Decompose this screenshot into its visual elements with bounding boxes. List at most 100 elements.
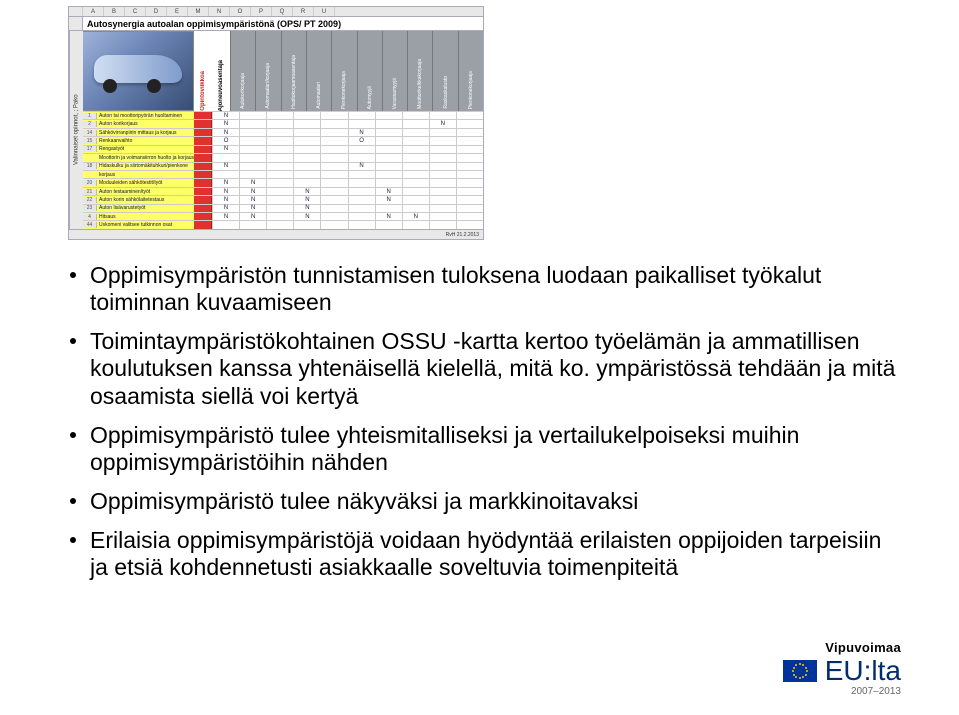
task-row-text: Auton korin sähkölaitetestaus [97, 197, 194, 203]
grid-cell [266, 179, 293, 186]
grid-cell [239, 171, 266, 178]
grid-cell [402, 163, 429, 170]
col-letter: A [83, 7, 104, 16]
grid-red-cell [194, 188, 212, 195]
task-row: 14Sähkövirranpiirin mittaus ja korjaus [83, 128, 194, 136]
spreadsheet-title-row: Autosynergia autoalan oppimisympäristönä… [69, 17, 483, 31]
grid-cell [320, 146, 347, 153]
grid-cell [266, 221, 293, 228]
task-row-text: Auton lisävarustetyöt [97, 205, 194, 211]
spreadsheet-title: Autosynergia autoalan oppimisympäristönä… [83, 17, 483, 30]
grid-cell [456, 205, 483, 212]
grid-cell [375, 163, 402, 170]
task-row: 44Uskomeni valitsee tutkinnon osat [83, 220, 194, 228]
grid-cell [320, 137, 347, 144]
grid-cell [239, 154, 266, 161]
task-row: 20Moduuleiden sähkötestit/työt [83, 178, 194, 186]
task-row-number: 44 [83, 222, 97, 228]
grid-cell [293, 179, 320, 186]
red-header: Opintoviikkoa [194, 31, 212, 111]
grid-cell [266, 213, 293, 220]
task-row-number: 22 [83, 197, 97, 203]
task-row: 18Hidaskulku ja siirtomäkituhkuri/pienko… [83, 162, 194, 170]
grid-cell [348, 120, 375, 127]
grid-cell [429, 129, 456, 136]
grid-cell [429, 120, 456, 127]
grid-cell [293, 146, 320, 153]
col-letter: E [167, 7, 188, 16]
grid-cell [375, 154, 402, 161]
grid-cell [266, 154, 293, 161]
grid-cell [456, 129, 483, 136]
task-row-number: 18 [83, 163, 97, 169]
gray-header-col: Moottorikelkkakorjaaja [407, 31, 432, 111]
grid-cell [320, 163, 347, 170]
grid-cell [212, 179, 239, 186]
grid-cell [402, 205, 429, 212]
grid-cell [429, 154, 456, 161]
grid-row [194, 178, 483, 186]
task-row-number: 17 [83, 146, 97, 152]
grid-row [194, 170, 483, 178]
task-row: korjaus [83, 170, 194, 178]
task-row: 17Rengastyöt [83, 145, 194, 153]
grid-cell [320, 196, 347, 203]
task-row-text: Rengastyöt [97, 146, 194, 152]
task-row: 23Auton lisävarustetyöt [83, 204, 194, 212]
grid-red-cell [194, 221, 212, 228]
grid-cell [429, 205, 456, 212]
gray-header-col: Raskaskalusto [432, 31, 457, 111]
eulta-text: EU:lta [825, 657, 901, 685]
grid-cell [320, 205, 347, 212]
grid-cell [348, 163, 375, 170]
grid-cell [293, 221, 320, 228]
grid-cell [375, 146, 402, 153]
grid-cell [348, 112, 375, 119]
spreadsheet-column-letters: ABCDEMNOPQRU [69, 7, 483, 17]
grid-cell [212, 221, 239, 228]
grid-cell [348, 188, 375, 195]
grid-row [194, 111, 483, 119]
grid-cell [402, 188, 429, 195]
grid-cell [293, 163, 320, 170]
spreadsheet-left-column: 1Auton tai moottoripyörän huoltaminen2Au… [83, 31, 194, 229]
row-number [69, 17, 83, 30]
grid-cell [212, 146, 239, 153]
grid-red-cell [194, 163, 212, 170]
task-list: 1Auton tai moottoripyörän huoltaminen2Au… [83, 111, 194, 229]
gray-header-col: Huoltokorjaamoasentaja [281, 31, 306, 111]
grid-red-cell [194, 137, 212, 144]
task-row-number: 1 [83, 113, 97, 119]
grid-cell [212, 129, 239, 136]
col-letter: Q [272, 7, 293, 16]
gray-header-col: Autokorikorjaaja [230, 31, 255, 111]
grid-cell [348, 213, 375, 220]
grid-cell [239, 146, 266, 153]
grid-cell [429, 171, 456, 178]
grid-cell [266, 120, 293, 127]
grid-cell [348, 179, 375, 186]
grid-cell [375, 129, 402, 136]
grid-cell [266, 146, 293, 153]
grid-cell [293, 154, 320, 161]
col-letter: M [188, 7, 209, 16]
col-letter: O [230, 7, 251, 16]
col-letter: C [125, 7, 146, 16]
grid-row [194, 162, 483, 170]
col-letter [69, 7, 83, 16]
grid-row [194, 153, 483, 161]
grid-cell [375, 221, 402, 228]
grid-cell [212, 188, 239, 195]
grid-cell [320, 129, 347, 136]
task-row-text: Renkaanvaihto [97, 138, 194, 144]
spreadsheet-data-grid [194, 111, 483, 229]
grid-cell [375, 120, 402, 127]
grid-cell [402, 137, 429, 144]
grid-cell [375, 205, 402, 212]
grid-red-cell [194, 146, 212, 153]
grid-cell [429, 112, 456, 119]
grid-cell [402, 196, 429, 203]
grid-cell [266, 196, 293, 203]
grid-cell [320, 179, 347, 186]
grid-cell [348, 129, 375, 136]
